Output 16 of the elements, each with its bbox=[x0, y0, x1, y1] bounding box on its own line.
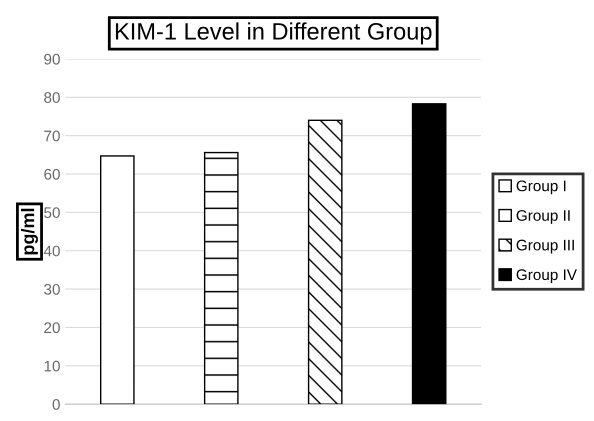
y-tick-label: 70 bbox=[44, 130, 60, 142]
y-tick-label: 90 bbox=[44, 54, 60, 65]
legend-label: Group II bbox=[516, 210, 570, 224]
y-tick-label: 30 bbox=[44, 284, 60, 295]
y-axis-title: pg/ml bbox=[21, 208, 38, 254]
legend-label: Group I bbox=[516, 180, 566, 194]
y-tick-label: 0 bbox=[52, 399, 60, 410]
y-tick-label: 10 bbox=[44, 360, 60, 372]
legend-label: Group IV bbox=[516, 269, 577, 284]
y-tick-label: 80 bbox=[44, 92, 60, 103]
y-tick-label: 20 bbox=[44, 322, 60, 334]
chart-title: KIM-1 Level in Different Group bbox=[116, 22, 432, 44]
y-tick-label: 40 bbox=[44, 246, 60, 256]
y-tick-label: 50 bbox=[44, 207, 60, 218]
legend-label: Group III bbox=[516, 240, 574, 254]
y-tick-label: 60 bbox=[44, 168, 60, 180]
